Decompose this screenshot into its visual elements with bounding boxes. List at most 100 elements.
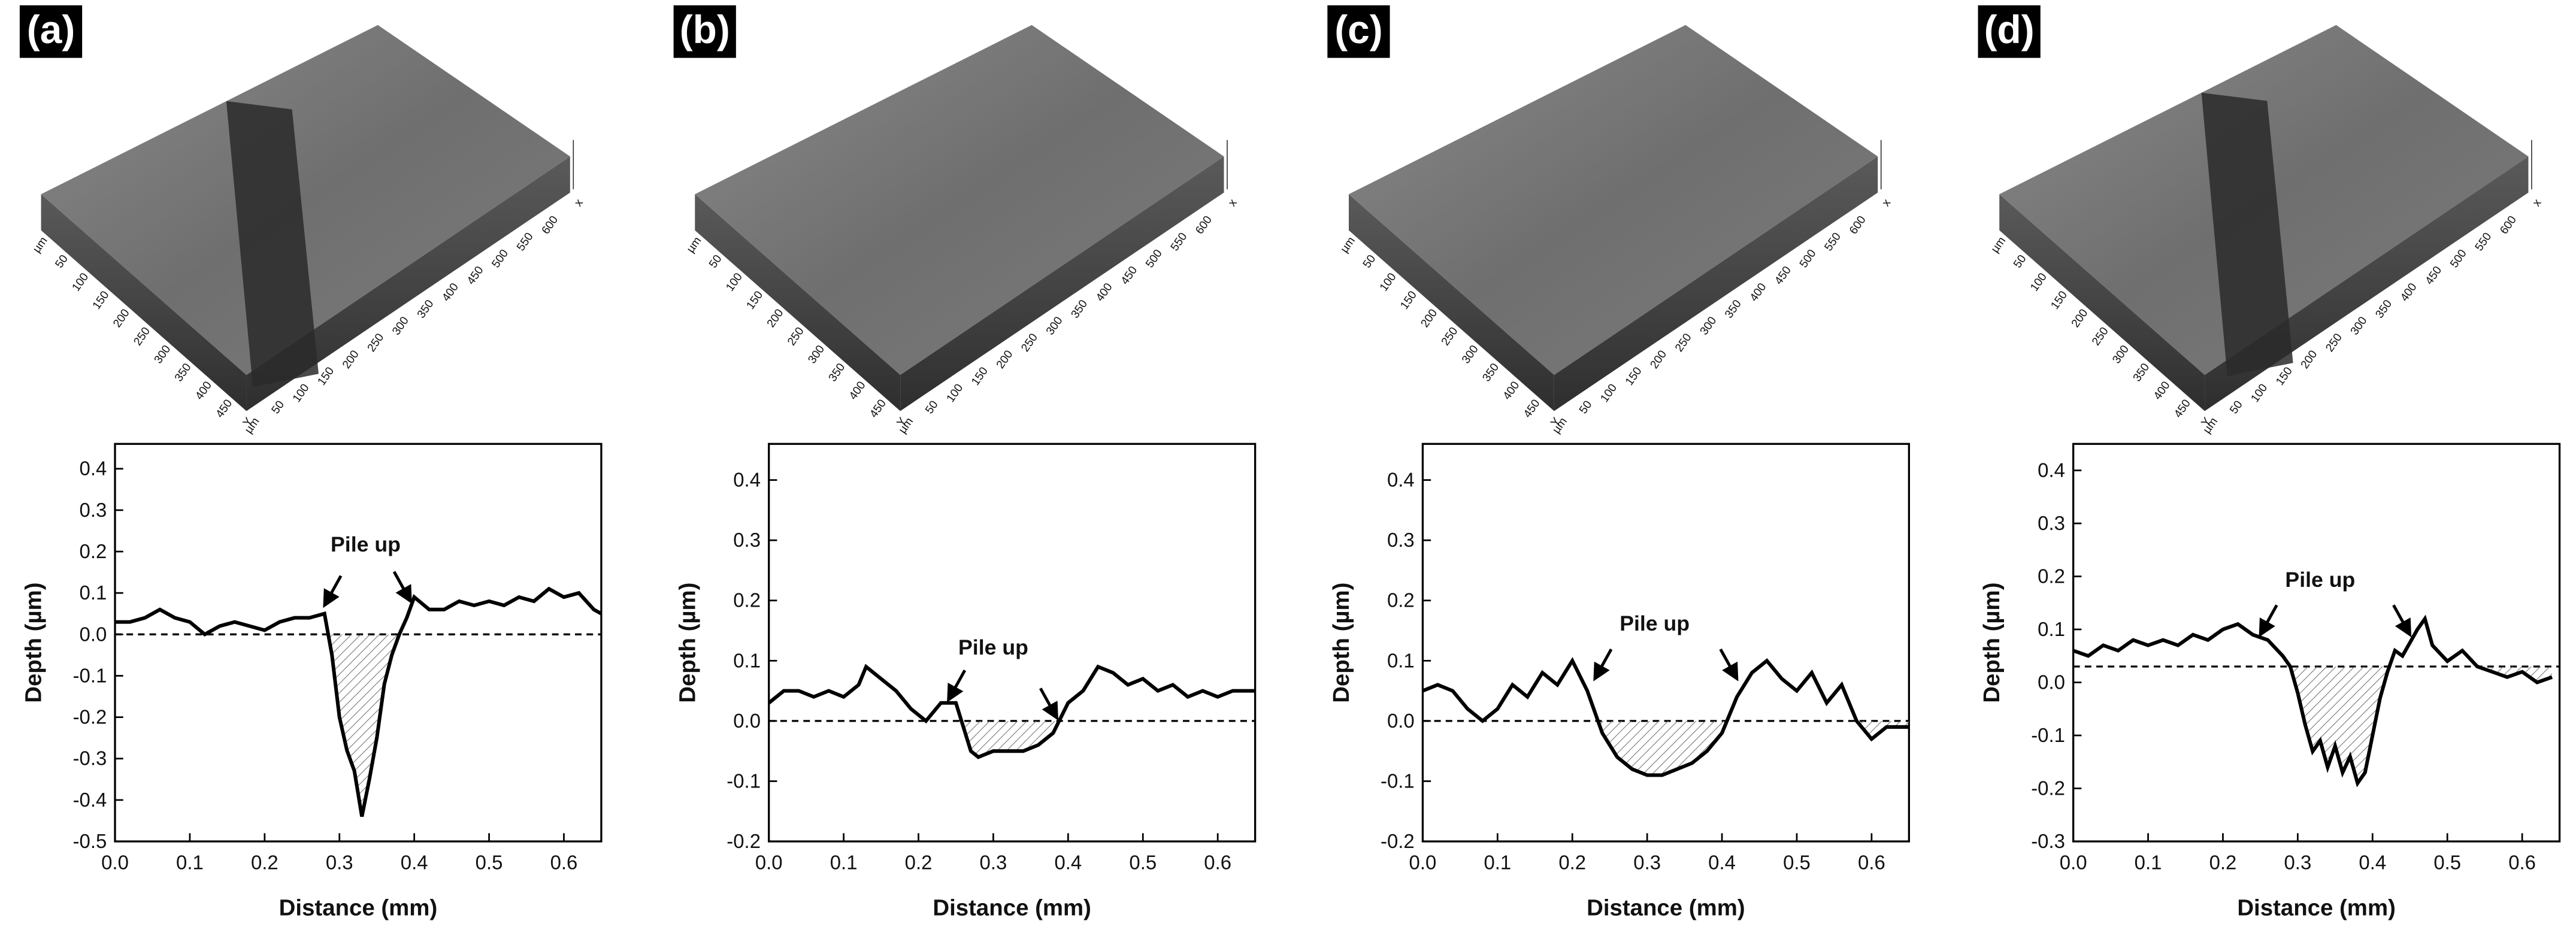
surface-y-label: 300	[2110, 343, 2132, 366]
surface-y-label: 150	[744, 289, 766, 311]
surface-x-label: 550	[2473, 231, 2495, 253]
surface-y-label: 250	[1439, 325, 1461, 348]
surface-y-label: 100	[2028, 271, 2050, 293]
y-tick-label: 0.4	[2038, 459, 2065, 481]
y-tick-label: -0.3	[73, 747, 107, 770]
surface-y-label: 450	[2172, 397, 2193, 420]
surface-x-label: 250	[1019, 331, 1040, 354]
panel-label: (a)	[27, 7, 75, 52]
plot-frame	[1421, 443, 1910, 843]
surface-y-label: 200	[765, 307, 786, 330]
x-axis-label: Distance (mm)	[279, 895, 438, 920]
x-tick-label: 0.3	[980, 852, 1007, 874]
annotation-arrow	[392, 571, 412, 604]
surface-x-label: 250	[2323, 331, 2345, 354]
surface-x-label: x	[2530, 197, 2544, 209]
x-tick-label: 0.3	[326, 852, 353, 874]
annotation-arrow	[1593, 648, 1613, 681]
profile-line	[2072, 614, 2553, 787]
y-tick-label: -0.1	[727, 770, 761, 792]
surface-side-left	[41, 194, 247, 411]
surface-x-label: 500	[490, 247, 511, 270]
surface-y-label: 250	[785, 325, 807, 348]
panel-label-box	[673, 5, 736, 58]
surface-x-label: 500	[1143, 247, 1165, 270]
surface-y-label: 350	[2131, 361, 2153, 384]
surface-x-label: 100	[290, 382, 312, 405]
surface-x-label: 450	[465, 264, 486, 287]
surface-x-label: 350	[1723, 298, 1744, 320]
y-tick-label: 0.1	[1387, 649, 1415, 671]
y-axis-label: Depth (µm)	[21, 583, 47, 703]
annotation-arrow	[1719, 648, 1739, 681]
surface-x-label: 200	[2299, 348, 2320, 371]
surface-y-label: 450	[1521, 397, 1543, 420]
surface-y-label: 300	[1460, 343, 1481, 366]
surface-x-label: 150	[1623, 365, 1645, 387]
surface-y-label: 400	[847, 379, 868, 402]
surface-x-label: 350	[1069, 298, 1091, 320]
surface-y-label: 100	[1378, 271, 1399, 293]
surface-x-label: 450	[1119, 264, 1140, 287]
surface-x-label: 50	[2227, 399, 2245, 417]
y-tick-label: 0.4	[80, 458, 107, 480]
surface-y-label: 450	[214, 397, 235, 420]
surface-x-label: 250	[365, 331, 387, 354]
surface-y-label: 150	[1398, 289, 1419, 311]
annotation: Pile up	[1620, 611, 1690, 635]
x-tick-label: 0.3	[1633, 852, 1661, 874]
surface-x-label: 300	[2348, 314, 2370, 337]
x-tick-label: 0.1	[176, 852, 204, 874]
surface-y-label: 350	[172, 361, 194, 384]
surface-y-label: 350	[1481, 361, 1502, 384]
x-axis-label: Distance (mm)	[933, 895, 1091, 920]
surface-y-label: 150	[2049, 289, 2071, 311]
annotation: Pile up	[958, 635, 1028, 659]
x-tick-label: 0.0	[755, 852, 783, 874]
x-tick-label: 0.6	[550, 852, 578, 874]
surface-y-label: 200	[1419, 307, 1440, 330]
annotation: Pile up	[2285, 568, 2355, 592]
x-tick-label: 0.4	[1708, 852, 1736, 874]
wear-track	[226, 101, 319, 387]
surface-top	[41, 25, 570, 375]
x-axis-label: Distance (mm)	[1587, 895, 1745, 920]
panel-label: (c)	[1334, 7, 1382, 52]
surface-x-label: 350	[415, 298, 437, 320]
surface-x-label: 100	[945, 382, 966, 405]
pit-area	[1422, 720, 1909, 776]
y-axis-label: Depth (µm)	[1979, 583, 2005, 703]
x-tick-label: 0.6	[2508, 852, 2536, 874]
x-tick-label: 0.0	[101, 852, 129, 874]
surface-x-label: 600	[540, 214, 561, 237]
plot-frame	[2072, 443, 2561, 843]
surface-top	[1348, 25, 1878, 375]
surface-y-label: µm	[31, 235, 50, 255]
x-tick-label: 0.2	[905, 852, 933, 874]
surface-y-label: 200	[2069, 307, 2091, 330]
surface-x-label: 350	[2374, 298, 2395, 320]
surface-x-label: 200	[1648, 348, 1670, 371]
y-tick-label: 0.4	[733, 469, 761, 491]
surface-x-label: 300	[1044, 314, 1065, 337]
y-tick-label: -0.2	[2031, 777, 2065, 799]
annotation: Pile up	[331, 532, 401, 556]
y-tick-label: 0.2	[733, 589, 761, 611]
surface-x-label: 450	[2423, 264, 2445, 287]
x-tick-label: 0.1	[830, 852, 858, 874]
surface-y-label: 250	[2090, 325, 2111, 348]
x-tick-label: 0.5	[2433, 852, 2461, 874]
surface-side-right	[900, 156, 1224, 411]
y-tick-label: 0.2	[2038, 565, 2065, 587]
x-axis-label: Distance (mm)	[2237, 895, 2396, 920]
surface-y-label: 50	[53, 253, 70, 271]
surface-x-label: 250	[1673, 331, 1694, 354]
surface-y-label: µm	[1989, 235, 2009, 255]
x-tick-label: 0.2	[2209, 852, 2237, 874]
y-tick-label: 0.0	[733, 710, 761, 732]
x-tick-label: 0.2	[251, 852, 279, 874]
panel-label: (b)	[680, 7, 730, 52]
surface-x-label: 300	[1698, 314, 1720, 337]
surface-x-label: 500	[1797, 247, 1819, 270]
